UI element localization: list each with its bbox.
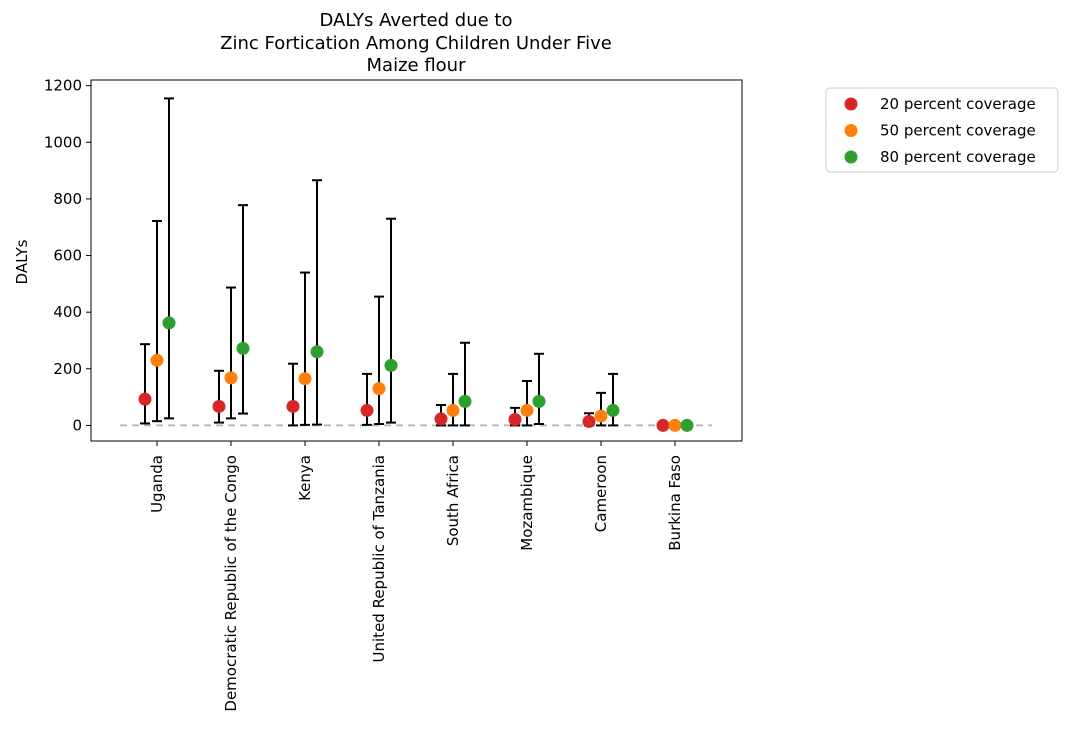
- x-tick-label: Burkina Faso: [666, 455, 684, 551]
- error-bar: [386, 217, 396, 424]
- legend-label: 50 percent coverage: [880, 122, 1036, 140]
- data-point: [680, 418, 694, 432]
- legend-marker: [844, 124, 858, 137]
- y-tick-label: 400: [53, 303, 82, 321]
- y-axis: 0 200 400 600 800 1000 1200: [44, 77, 91, 434]
- legend-marker: [844, 97, 858, 111]
- x-tick-label: Democratic Republic of the Congo: [222, 455, 240, 712]
- chart-title-line-1: DALYs Averted due to: [320, 10, 513, 31]
- data-point: [520, 403, 534, 417]
- data-point: [446, 403, 460, 417]
- legend-box: [825, 87, 1059, 173]
- data-point: [162, 316, 176, 330]
- data-point: [286, 399, 300, 413]
- data-point: [606, 403, 620, 417]
- data-point: [434, 412, 448, 426]
- error-bar: [534, 352, 544, 426]
- y-tick-label: 600: [53, 247, 82, 265]
- error-bar: [312, 179, 322, 426]
- y-tick-label: 1200: [44, 77, 82, 95]
- y-tick-label: 0: [72, 416, 82, 434]
- x-tick-label: Mozambique: [518, 455, 536, 551]
- legend-entry: 20 percent coverage: [844, 95, 1036, 113]
- legend-entry: 50 percent coverage: [844, 122, 1036, 140]
- data-point: [138, 392, 152, 406]
- plot-frame: [90, 79, 743, 442]
- error-bar: [460, 341, 470, 427]
- x-tick-label: Cameroon: [592, 455, 610, 532]
- x-tick-label: United Republic of Tanzania: [370, 455, 388, 662]
- y-tick-label: 200: [53, 360, 82, 378]
- x-tick-label: Kenya: [296, 455, 314, 501]
- chart-title: DALYs Averted due to Zinc Fortication Am…: [220, 10, 612, 76]
- error-bar: [288, 362, 298, 427]
- legend-label: 20 percent coverage: [880, 95, 1036, 113]
- data-point: [310, 345, 324, 359]
- error-bar: [214, 369, 224, 424]
- error-bar: [374, 295, 384, 426]
- legend-marker: [844, 150, 858, 164]
- data-point: [360, 403, 374, 417]
- error-bar: [448, 372, 458, 427]
- data-point: [532, 394, 546, 408]
- chart-title-line-3: Maize flour: [367, 55, 467, 76]
- data-point: [582, 414, 596, 428]
- data-point: [508, 412, 522, 426]
- data-point: [594, 409, 608, 423]
- error-bar: [226, 286, 236, 420]
- data-point: [236, 341, 250, 355]
- x-tick-label: Uganda: [148, 455, 166, 513]
- error-bar: [140, 343, 150, 425]
- plot-area: [120, 97, 712, 432]
- y-tick-label: 800: [53, 190, 82, 208]
- legend-label: 80 percent coverage: [880, 148, 1036, 166]
- data-point: [212, 399, 226, 413]
- error-bar: [164, 97, 174, 420]
- error-bar: [152, 220, 162, 423]
- x-tick-label: South Africa: [444, 455, 462, 546]
- y-axis-label: DALYs: [13, 239, 31, 284]
- error-bar: [608, 372, 618, 427]
- legend-entry: 80 percent coverage: [844, 148, 1036, 166]
- chart-title-line-2: Zinc Fortication Among Children Under Fi…: [220, 33, 612, 54]
- error-bar: [522, 379, 532, 427]
- y-tick-label: 1000: [44, 133, 82, 151]
- data-point: [224, 371, 238, 385]
- data-point: [298, 372, 312, 386]
- data-point: [384, 358, 398, 372]
- data-point: [668, 418, 682, 432]
- error-bar: [238, 204, 248, 415]
- error-bar: [300, 271, 310, 426]
- data-point: [656, 418, 670, 432]
- data-point: [458, 394, 472, 408]
- x-axis: Uganda Democratic Republic of the Congo Ke…: [148, 441, 684, 712]
- error-bar: [362, 372, 372, 426]
- data-point: [372, 382, 386, 396]
- legend: 20 percent coverage 50 percent coverage 80…: [825, 87, 1059, 173]
- data-point: [150, 353, 164, 367]
